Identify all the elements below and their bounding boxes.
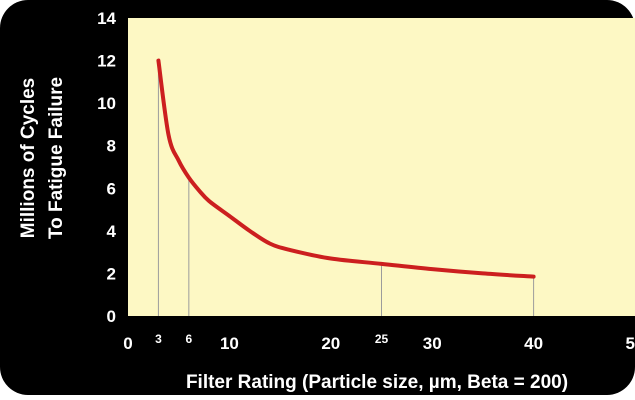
- x-tick-label: 20: [321, 334, 340, 353]
- y-tick-label: 8: [107, 137, 116, 156]
- drop-lines: [157, 60, 535, 316]
- x-axis-label: Filter Rating (Particle size, µm, Beta =…: [186, 372, 568, 393]
- y-tick-label: 12: [97, 52, 116, 71]
- x-tick-label-small: 6: [185, 332, 192, 346]
- x-tick-label: 0: [123, 334, 132, 353]
- y-tick-label: 10: [97, 94, 116, 113]
- x-tick-label: 10: [220, 334, 239, 353]
- y-tick-label: 2: [107, 264, 116, 283]
- x-tick-label: 30: [423, 334, 442, 353]
- x-tick-label: 50: [626, 334, 635, 353]
- series-line: [156, 58, 536, 279]
- x-tick-label-small: 25: [375, 332, 389, 346]
- x-tick-labels: 0 10 20 30 40 50: [123, 334, 635, 353]
- y-tick-label: 14: [97, 9, 116, 28]
- x-tick-labels-small: 3 6 25: [155, 332, 388, 346]
- y-tick-label: 0: [107, 307, 116, 326]
- y-tick-label: 6: [107, 179, 116, 198]
- x-tick-label: 40: [524, 334, 543, 353]
- y-axis-label-line-1: Millions of Cycles: [18, 78, 39, 238]
- y-tick-labels: 0 2 4 6 8 10 12 14: [97, 9, 116, 326]
- y-axis-label-line-2: To Fatigue Failure: [46, 77, 67, 239]
- y-tick-label: 4: [107, 222, 117, 241]
- x-tick-label-small: 3: [155, 332, 162, 346]
